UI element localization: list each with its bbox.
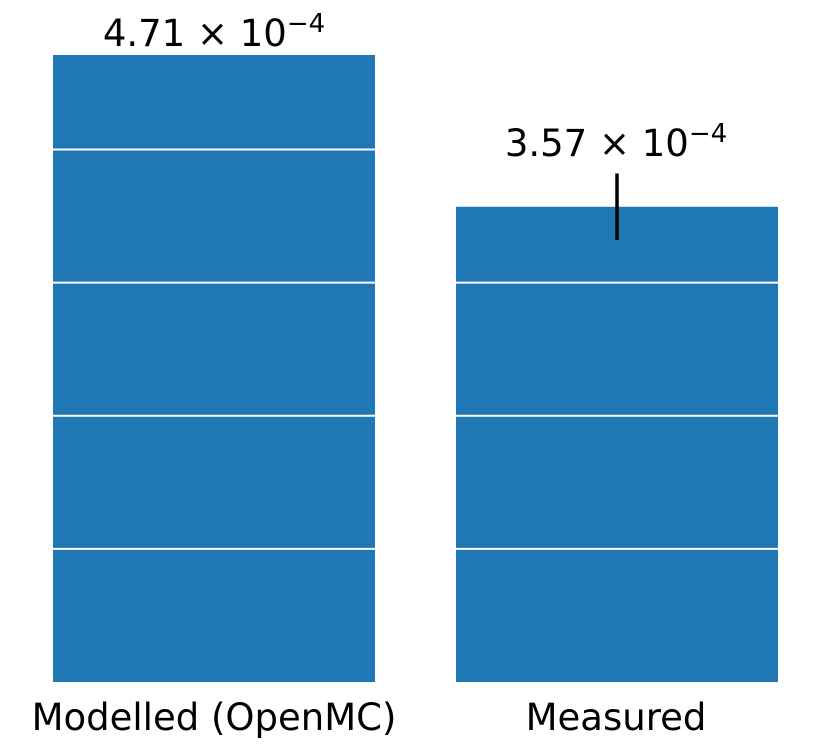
x-tick-label-modelled: Modelled (OpenMC) (32, 696, 397, 739)
bar-measured (456, 206, 778, 682)
gridlines-group (53, 148, 778, 550)
data-label-modelled: 4.71 × 10−4 (103, 9, 325, 55)
bar-modelled (53, 55, 375, 682)
x-tick-label-measured: Measured (526, 696, 707, 739)
data-label-measured: 3.57 × 10−4 (505, 119, 727, 165)
bars-group (53, 55, 778, 682)
